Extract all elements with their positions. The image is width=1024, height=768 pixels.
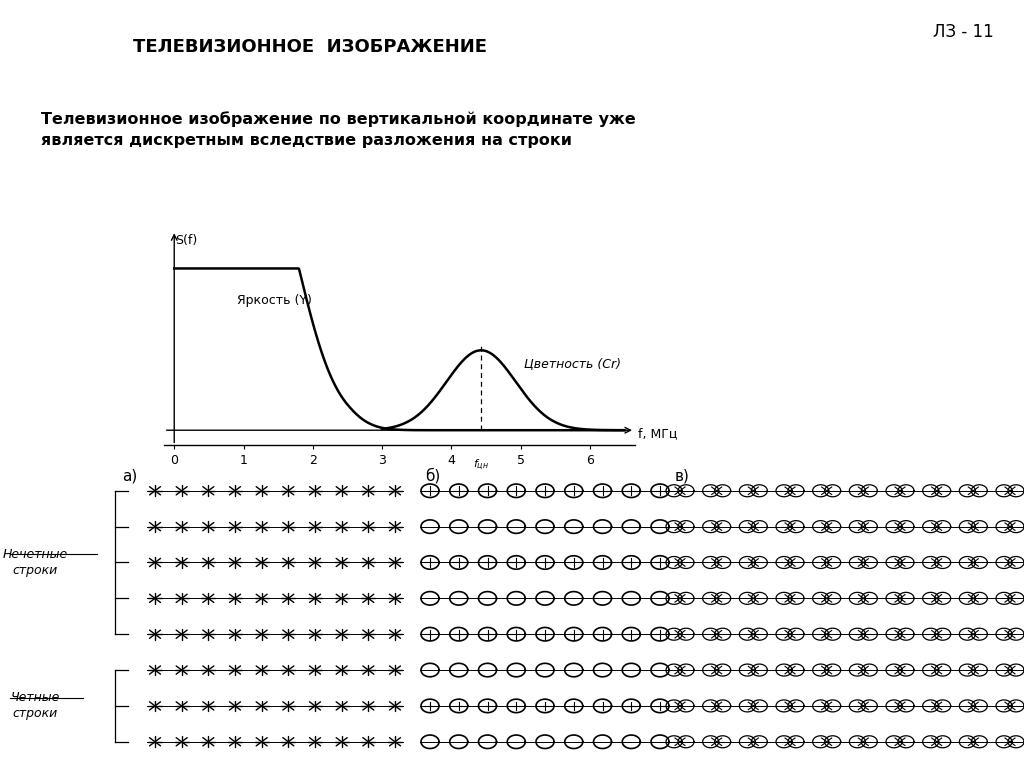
Text: б): б) (425, 468, 440, 484)
Text: Нечетные
строки: Нечетные строки (2, 548, 68, 577)
Text: а): а) (123, 468, 137, 483)
Text: Четные
строки: Четные строки (10, 691, 59, 720)
Text: Яркость (Y): Яркость (Y) (237, 294, 311, 307)
Text: ЛЗ - 11: ЛЗ - 11 (933, 23, 993, 41)
Text: S(f): S(f) (176, 234, 198, 247)
Text: Цветность (Cr): Цветность (Cr) (524, 357, 621, 370)
Text: $f_{\mathit{цн}}$: $f_{\mathit{цн}}$ (473, 457, 489, 472)
Text: Телевизионное изображение по вертикальной координате уже
является дискретным всл: Телевизионное изображение по вертикально… (41, 111, 636, 148)
Text: f, МГц: f, МГц (638, 428, 678, 441)
Text: ТЕЛЕВИЗИОННОЕ  ИЗОБРАЖЕНИЕ: ТЕЛЕВИЗИОННОЕ ИЗОБРАЖЕНИЕ (133, 38, 487, 56)
Text: в): в) (675, 468, 690, 483)
